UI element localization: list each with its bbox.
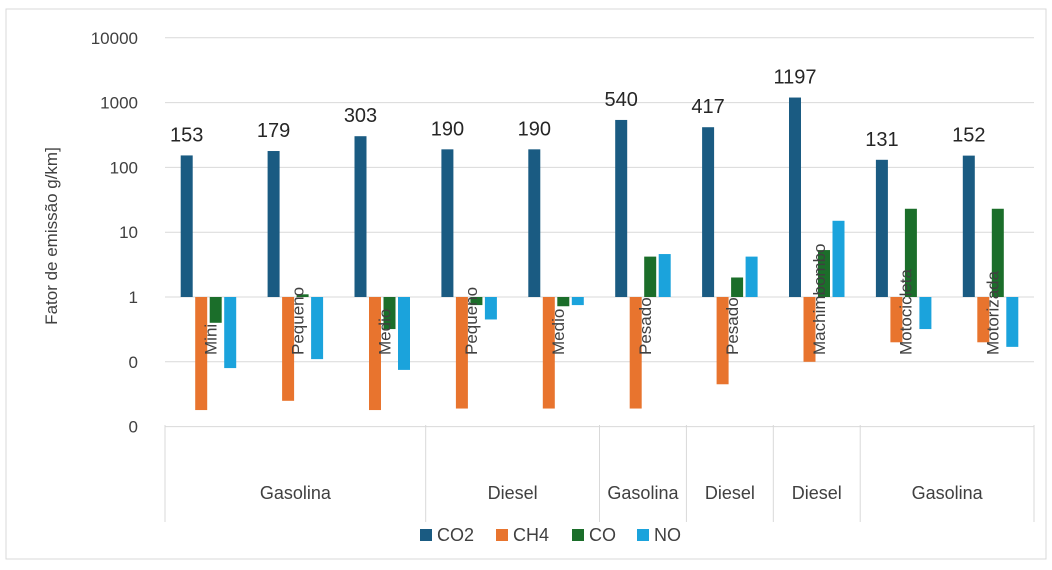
data-label: 153 bbox=[170, 124, 203, 146]
bar-co2 bbox=[875, 159, 888, 297]
data-label: 1197 bbox=[773, 67, 816, 89]
bar-co2 bbox=[615, 119, 628, 297]
category-label: Mini bbox=[201, 324, 220, 355]
y-axis-title: Fator de emissão g/km] bbox=[42, 147, 61, 325]
y-tick-label: 1 bbox=[129, 288, 138, 307]
legend: CO2 CH4 CO NO bbox=[420, 525, 681, 545]
bar-co bbox=[557, 297, 570, 307]
bar-co bbox=[383, 297, 396, 330]
bar-co2 bbox=[528, 149, 541, 297]
data-label: 190 bbox=[431, 118, 464, 140]
data-label: 179 bbox=[257, 120, 290, 142]
bar-no bbox=[658, 254, 671, 297]
y-tick-label: 0 bbox=[129, 418, 138, 437]
bar-ch4 bbox=[369, 297, 381, 411]
group-label: Gasolina bbox=[607, 483, 679, 503]
bars bbox=[180, 97, 1019, 411]
y-tick-label: 100 bbox=[110, 158, 138, 177]
bar-co2 bbox=[962, 155, 975, 297]
category-axis: Mini Pequeno Medio Pequeno Medio Pesado Pesado… bbox=[164, 244, 1035, 522]
bar-co2 bbox=[180, 155, 193, 297]
bar-no bbox=[398, 297, 410, 370]
data-label: 131 bbox=[865, 129, 898, 151]
bar-co bbox=[904, 208, 917, 297]
bar-no bbox=[571, 297, 584, 306]
data-label: 190 bbox=[518, 118, 551, 140]
y-tick-label: 1000 bbox=[100, 94, 138, 113]
bar-co2 bbox=[441, 149, 454, 297]
bar-co2 bbox=[267, 151, 280, 297]
legend-label: NO bbox=[654, 525, 681, 545]
legend-swatch-no bbox=[637, 529, 649, 541]
category-label: Motocicleta bbox=[897, 268, 916, 355]
bar-ch4 bbox=[716, 297, 729, 385]
legend-label: CO bbox=[589, 525, 616, 545]
bar-ch4 bbox=[455, 297, 468, 409]
bar-no bbox=[484, 297, 497, 320]
bar-co bbox=[209, 297, 222, 323]
data-label: 540 bbox=[605, 89, 638, 111]
legend-swatch-co2 bbox=[420, 529, 432, 541]
bar-co bbox=[470, 297, 483, 306]
legend-swatch-ch4 bbox=[496, 529, 508, 541]
gridlines bbox=[165, 37, 1034, 428]
y-tick-label: 10000 bbox=[91, 29, 138, 48]
legend-label: CH4 bbox=[513, 525, 549, 545]
group-label: Gasolina bbox=[260, 483, 332, 503]
bar-ch4 bbox=[282, 297, 295, 401]
bar-ch4 bbox=[629, 297, 642, 409]
bar-co bbox=[644, 256, 657, 297]
group-label: Diesel bbox=[792, 483, 842, 503]
bar-ch4 bbox=[977, 297, 990, 343]
bar-no bbox=[832, 220, 845, 297]
data-labels: 153 179 303 190 190 540 417 1197 131 152 bbox=[170, 67, 985, 151]
bar-co2 bbox=[354, 136, 367, 297]
y-tick-label: 10 bbox=[119, 223, 138, 242]
category-label: Medio bbox=[375, 309, 394, 355]
data-label: 417 bbox=[691, 96, 724, 118]
data-label: 152 bbox=[952, 125, 985, 147]
bar-no bbox=[745, 256, 758, 297]
bar-ch4 bbox=[890, 297, 903, 343]
bar-no bbox=[224, 297, 237, 369]
category-label: Motorizada bbox=[984, 270, 1003, 355]
category-label: Pequeno bbox=[288, 287, 307, 355]
bar-co bbox=[818, 250, 830, 297]
category-label: Medio bbox=[549, 309, 568, 355]
bar-ch4 bbox=[542, 297, 555, 409]
chart-frame bbox=[5, 8, 1047, 560]
group-label: Gasolina bbox=[912, 483, 984, 503]
category-label: Pequeno bbox=[462, 287, 481, 355]
bar-co bbox=[731, 277, 744, 297]
legend-swatch-co bbox=[572, 529, 584, 541]
category-label: Machimbombo bbox=[810, 244, 829, 356]
category-label: Pesado bbox=[636, 297, 655, 355]
data-label: 303 bbox=[344, 105, 377, 127]
bar-co bbox=[991, 208, 1004, 297]
bar-co2 bbox=[702, 127, 715, 298]
bar-no bbox=[1006, 297, 1019, 347]
bar-no bbox=[919, 297, 932, 330]
category-label: Pesado bbox=[723, 297, 742, 355]
legend-label: CO2 bbox=[437, 525, 474, 545]
bar-co2 bbox=[789, 97, 801, 298]
bar-no bbox=[311, 297, 324, 360]
bar-ch4 bbox=[195, 297, 208, 411]
group-label: Diesel bbox=[488, 483, 538, 503]
bar-co bbox=[296, 294, 309, 297]
group-label: Diesel bbox=[705, 483, 755, 503]
bar-ch4 bbox=[803, 297, 816, 362]
y-tick-label: 0 bbox=[129, 353, 138, 372]
